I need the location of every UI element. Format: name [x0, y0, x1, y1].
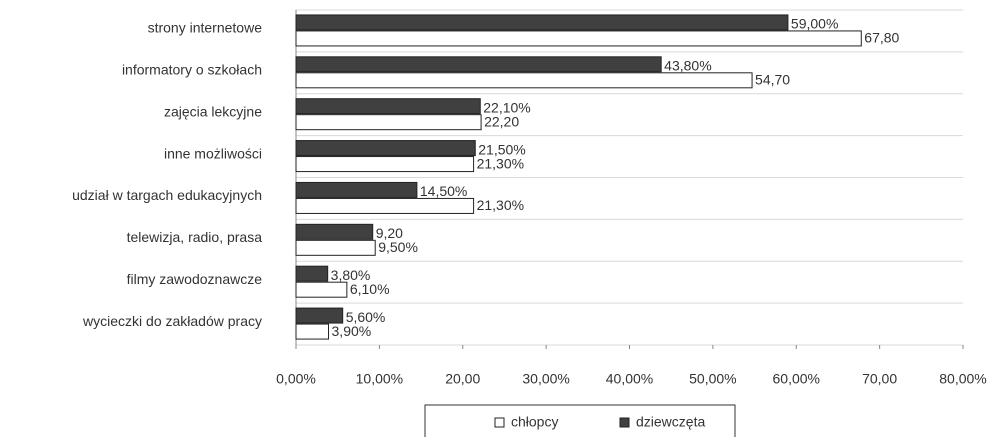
bar	[295, 14, 789, 31]
y-tick-label: udział w targach edukacyjnych	[72, 187, 262, 203]
bar	[295, 156, 475, 173]
value-label: 5,60%	[346, 309, 386, 325]
x-tick-label: 80,00%	[939, 371, 986, 387]
legend-swatch	[619, 417, 630, 428]
value-label: 3,90%	[332, 323, 372, 339]
bar	[295, 114, 482, 131]
bar	[295, 181, 418, 198]
bar	[295, 56, 662, 73]
bar	[295, 98, 481, 115]
legend-label: dziewczęta	[636, 414, 705, 430]
bar	[295, 307, 344, 324]
y-tick-label: telewizja, radio, prasa	[127, 229, 263, 245]
value-label: 22,20	[484, 113, 519, 129]
x-tick-label: 70,00	[862, 371, 897, 387]
y-tick-label: zajęcia lekcyjne	[164, 103, 262, 119]
value-label: 59,00%	[791, 16, 838, 32]
value-label: 9,50%	[378, 239, 418, 255]
y-tick-label: strony internetowe	[148, 20, 263, 36]
value-label: 21,30%	[477, 155, 524, 171]
y-tick-label: filmy zawodoznawcze	[127, 271, 263, 287]
bar	[295, 72, 753, 89]
bar	[295, 239, 376, 256]
x-tick-label: 10,00%	[356, 371, 403, 387]
x-tick-label: 20,00	[445, 371, 480, 387]
value-label: 54,70	[755, 72, 790, 88]
value-label: 9,20	[376, 225, 403, 241]
x-tick-label: 50,00%	[689, 371, 736, 387]
value-label: 22,10%	[483, 99, 530, 115]
value-label: 21,50%	[478, 141, 525, 157]
y-tick-label: informatory o szkołach	[122, 62, 262, 78]
x-tick-label: 0,00%	[276, 371, 316, 387]
bar	[295, 265, 329, 282]
value-label: 67,80	[864, 30, 899, 46]
x-tick-label: 60,00%	[773, 371, 820, 387]
legend-swatch	[494, 417, 505, 428]
x-tick-label: 40,00%	[606, 371, 653, 387]
value-label: 21,30%	[477, 197, 524, 213]
bar	[295, 281, 348, 298]
legend-box	[424, 404, 736, 437]
x-tick-label: 30,00%	[522, 371, 569, 387]
bar	[295, 223, 374, 240]
bar	[295, 30, 862, 47]
legend-label: chłopcy	[511, 414, 558, 430]
bar	[295, 140, 476, 157]
value-label: 43,80%	[664, 58, 711, 74]
value-label: 6,10%	[350, 281, 390, 297]
y-tick-label: inne możliwości	[164, 145, 262, 161]
bar	[295, 197, 475, 214]
value-label: 3,80%	[331, 267, 371, 283]
value-label: 14,50%	[420, 183, 467, 199]
bar	[295, 323, 330, 340]
y-tick-label: wycieczki do zakładów pracy	[82, 313, 262, 329]
